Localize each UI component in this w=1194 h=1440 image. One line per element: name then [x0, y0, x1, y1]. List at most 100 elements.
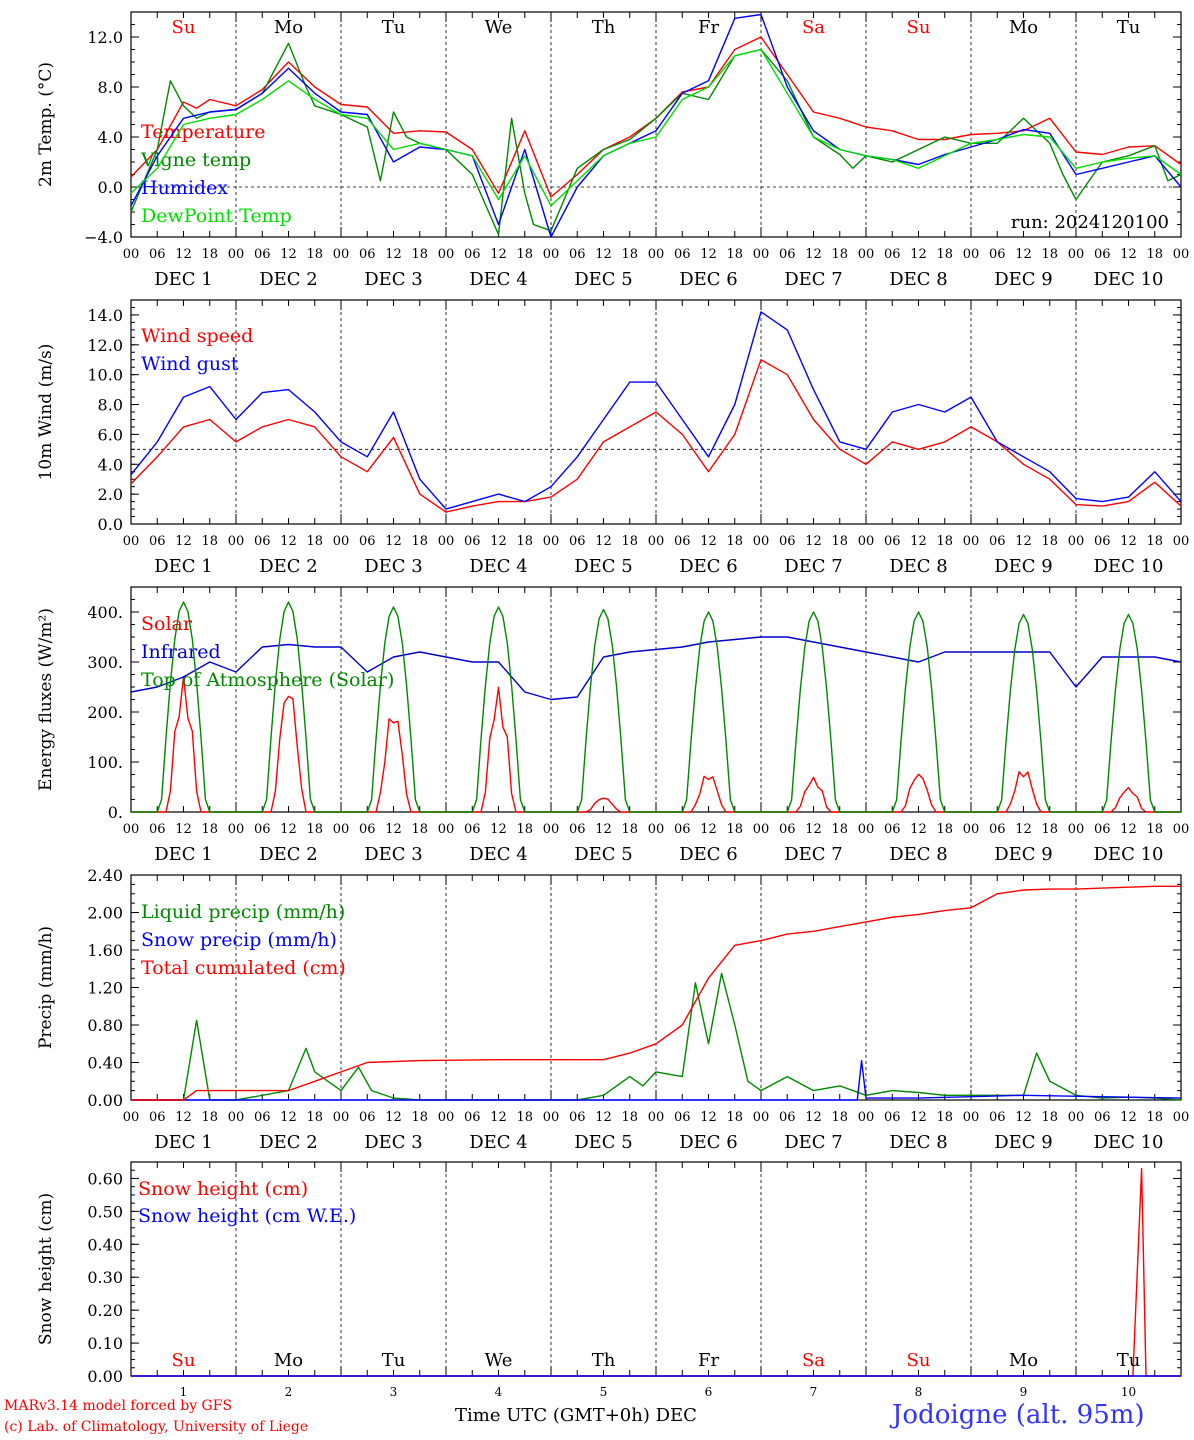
hour-tick-label: 06 — [989, 822, 1006, 837]
hour-tick-label: 12 — [280, 534, 297, 549]
hour-tick-label: 18 — [621, 1110, 638, 1125]
hour-tick-label: 06 — [254, 534, 271, 549]
hour-tick-label: 00 — [543, 822, 560, 837]
y-tick-label: 4.0 — [98, 455, 123, 474]
hour-tick-label: 00 — [858, 822, 875, 837]
hour-tick-label: 18 — [1146, 247, 1163, 262]
hour-tick-label: 18 — [1041, 822, 1058, 837]
hour-tick-label: 00 — [858, 247, 875, 262]
hour-tick-label: 00 — [123, 247, 140, 262]
y-tick-label: 0.00 — [87, 1091, 123, 1110]
hour-tick-label: 06 — [989, 247, 1006, 262]
hour-tick-label: 00 — [1173, 534, 1190, 549]
hour-tick-label: 12 — [1015, 534, 1032, 549]
panel-energy: 0. 100. 200. 300. 400. Energy fluxes (W/m²) So… — [36, 586, 1189, 865]
y-tick-label: 0.80 — [87, 1016, 123, 1035]
hour-tick-label: 00 — [228, 822, 245, 837]
legend-entry: Wind gust — [141, 353, 239, 375]
legend-entry: Humidex — [141, 177, 228, 199]
date-label: DEC 8 — [889, 556, 948, 577]
hour-tick-label: 00 — [753, 1110, 770, 1125]
weekday-label: Th — [592, 17, 616, 38]
y-tick-label: 0.20 — [87, 1301, 123, 1320]
legend-entry: Infrared — [141, 641, 221, 663]
weekday-label: Su — [907, 17, 931, 38]
date-label: DEC 2 — [259, 269, 318, 290]
y-tick-label: 2.40 — [87, 866, 123, 885]
hour-tick-label: 00 — [1068, 822, 1085, 837]
date-label: DEC 3 — [364, 269, 423, 290]
legend-entry: DewPoint Temp — [141, 205, 292, 227]
y-tick-label: 100. — [87, 753, 123, 772]
hour-tick-label: 06 — [884, 247, 901, 262]
hour-tick-label: 18 — [726, 247, 743, 262]
date-label: DEC 10 — [1094, 269, 1164, 290]
hour-tick-label: 00 — [648, 1110, 665, 1125]
series-line-temperature-2 — [130, 13, 1182, 238]
day-number-label: 5 — [600, 1385, 608, 1399]
hour-tick-label: 18 — [936, 822, 953, 837]
hour-tick-label: 18 — [831, 534, 848, 549]
weekday-label: Th — [592, 1350, 616, 1371]
hour-tick-label: 06 — [779, 1110, 796, 1125]
hour-tick-label: 18 — [1041, 534, 1058, 549]
time-axis-text: Time UTC (GMT+0h) — [455, 1405, 650, 1426]
date-label: DEC 9 — [994, 556, 1053, 577]
hour-tick-label: 12 — [595, 247, 612, 262]
date-label: DEC 7 — [784, 844, 843, 865]
date-label: DEC 2 — [259, 844, 318, 865]
hour-tick-label: 06 — [674, 534, 691, 549]
date-label: DEC 1 — [154, 844, 213, 865]
day-number-label: 7 — [810, 1385, 818, 1399]
day-number-label: 1 — [180, 1385, 188, 1399]
hour-tick-label: 12 — [700, 247, 717, 262]
y-tick-label: 12.0 — [87, 336, 123, 355]
hour-tick-label: 00 — [333, 247, 350, 262]
series-line-temperature-0 — [130, 36, 1182, 198]
hour-tick-label: 06 — [884, 822, 901, 837]
series-line-precip-1 — [131, 1059, 1182, 1101]
series-line-temperature-1 — [130, 42, 1182, 236]
hour-tick-label: 12 — [910, 1110, 927, 1125]
hour-tick-label: 06 — [779, 822, 796, 837]
hour-tick-label: 06 — [464, 534, 481, 549]
weekday-label: Su — [907, 1350, 931, 1371]
date-label: DEC 6 — [679, 1132, 738, 1153]
legend-entry: Snow precip (mm/h) — [141, 929, 337, 951]
hour-tick-label: 06 — [989, 534, 1006, 549]
hour-tick-label: 06 — [149, 1110, 166, 1125]
hour-tick-label: 00 — [123, 534, 140, 549]
legend-entry: Solar — [141, 613, 193, 635]
date-label: DEC 3 — [364, 1132, 423, 1153]
hour-tick-label: 18 — [516, 1110, 533, 1125]
legend-entry: Liquid precip (mm/h) — [141, 901, 345, 923]
y-tick-label: 12.0 — [87, 28, 123, 47]
day-number-label: 4 — [495, 1385, 503, 1399]
hour-tick-label: 18 — [831, 1110, 848, 1125]
hour-tick-label: 18 — [1041, 247, 1058, 262]
hour-tick-label: 06 — [989, 1110, 1006, 1125]
y-axis-label: Snow height (cm) — [36, 1193, 56, 1345]
hour-tick-label: 00 — [963, 534, 980, 549]
y-axis-label: 10m Wind (m/s) — [36, 344, 56, 481]
hour-tick-label: 06 — [779, 247, 796, 262]
date-label: DEC 4 — [469, 269, 528, 290]
hour-tick-label: 00 — [438, 247, 455, 262]
date-label: DEC 5 — [574, 269, 633, 290]
date-label: DEC 5 — [574, 844, 633, 865]
weekday-label: Sa — [802, 1350, 825, 1371]
hour-tick-label: 06 — [674, 822, 691, 837]
hour-tick-label: 12 — [490, 247, 507, 262]
y-tick-label: 0.60 — [87, 1169, 123, 1188]
series-line-energy-2 — [131, 601, 1181, 813]
hour-tick-label: 06 — [1094, 247, 1111, 262]
series-line-precip-2 — [131, 885, 1181, 1101]
date-label: DEC 5 — [574, 556, 633, 577]
hour-tick-label: 06 — [149, 534, 166, 549]
hour-tick-label: 06 — [359, 534, 376, 549]
hour-tick-label: 06 — [884, 1110, 901, 1125]
y-tick-label: 1.60 — [87, 941, 123, 960]
y-tick-label: 14.0 — [87, 306, 123, 325]
hour-tick-label: 06 — [464, 822, 481, 837]
